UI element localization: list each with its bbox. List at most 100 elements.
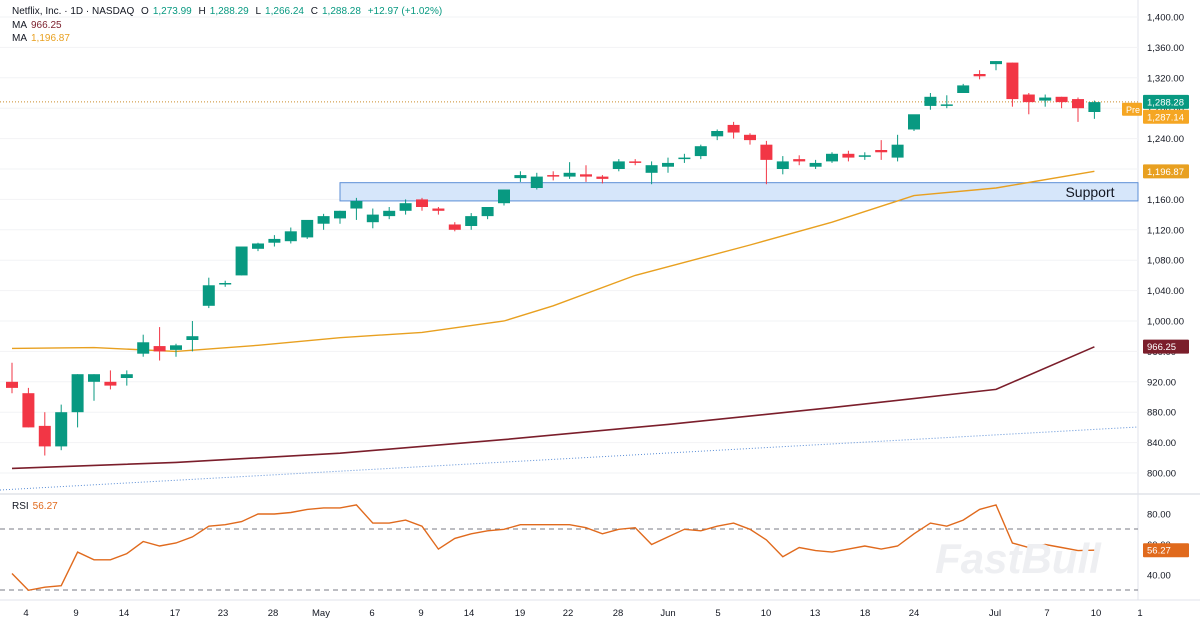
candle-body [530, 176, 543, 188]
candle-body [580, 174, 592, 177]
candle-body [465, 216, 478, 226]
candle-body [776, 161, 789, 169]
price-tick-label: 1,080.00 [1147, 256, 1184, 267]
support-label: Support [1065, 184, 1114, 200]
support-zone: Support [339, 182, 1139, 202]
time-tick-label: 18 [860, 608, 871, 619]
support-zone-rect [339, 182, 1139, 202]
price-tick-label: 1,360.00 [1147, 43, 1184, 54]
candle-body [875, 150, 888, 153]
rsi-tick-label: 80.00 [1147, 510, 1171, 521]
candle-body [284, 231, 297, 242]
time-tick-label: 10 [1091, 608, 1102, 619]
candle-body [301, 219, 314, 238]
time-tick-label: 13 [810, 608, 821, 619]
low-label: L [255, 6, 262, 17]
pre-price-badge-text: 1,287.14 [1147, 112, 1184, 123]
ma2-label: MA [12, 33, 27, 44]
candle-body [547, 175, 560, 177]
candle-body [366, 214, 379, 223]
trend-line [0, 426, 1139, 491]
candle-body [1055, 96, 1068, 103]
candle-body [416, 199, 428, 207]
time-tick-label: 24 [909, 608, 920, 619]
candle-body [727, 124, 740, 133]
candle-body [826, 153, 838, 162]
candle-body [1006, 62, 1019, 100]
time-tick-label: 7 [1044, 608, 1049, 619]
ma1-value: 966.25 [31, 20, 62, 31]
ma-slow-badge-box [1143, 339, 1189, 354]
close-value: 1,288.28 [322, 6, 361, 17]
price-tick-label: 880.00 [1147, 408, 1176, 419]
candle-body [514, 175, 527, 179]
candle-body [6, 381, 18, 388]
price-tick-label: 1,000.00 [1147, 317, 1184, 328]
time-tick-label: 19 [515, 608, 526, 619]
candle-body [711, 131, 724, 137]
ma1-legend: MA 966.25 [12, 19, 66, 32]
change-value: +12.97 (+1.02%) [367, 6, 443, 17]
time-tick-label: 5 [715, 608, 720, 619]
candle-body [137, 342, 150, 354]
candle-body [891, 144, 904, 158]
candle-body [990, 61, 1002, 65]
candle-body [219, 283, 232, 285]
time-axis: 4 9 14 17 23 28 May 6 9 14 19 22 28 Jun 5 10 13 18 24 Jul 7 1… [23, 608, 1142, 619]
candle-body [202, 285, 215, 306]
close-label: C [310, 6, 318, 17]
time-tick-label: 28 [268, 608, 279, 619]
price-tick-label: 1,240.00 [1147, 134, 1184, 145]
pre-price-badge-box [1143, 109, 1189, 124]
candle-body [662, 162, 674, 167]
axis-badges: 1,288.28 Pre 1,287.14 1,196.87 966.25 56.27 [1122, 94, 1189, 558]
time-tick-label: 17 [170, 608, 181, 619]
price-tick-label: 1,160.00 [1147, 195, 1184, 206]
time-tick-label: 9 [73, 608, 78, 619]
candle-body [104, 381, 117, 386]
price-tick-label: 840.00 [1147, 438, 1176, 449]
candle-body [448, 224, 461, 230]
candle-body [334, 210, 346, 219]
candle-body [252, 243, 264, 249]
ma-fast-badge-text: 1,196.87 [1147, 167, 1184, 178]
time-tick-label: 14 [119, 608, 130, 619]
indicator-lines [0, 101, 1139, 491]
time-tick-label: 6 [369, 608, 374, 619]
high-label: H [198, 6, 206, 17]
candle-body [694, 146, 707, 157]
time-tick-label: 10 [761, 608, 772, 619]
rsi-tick-label: 40.00 [1147, 571, 1171, 582]
candle-body [71, 374, 84, 413]
candle-body [1039, 97, 1052, 101]
candle-body [235, 246, 248, 276]
candle-body [596, 176, 609, 179]
pre-label-box [1122, 102, 1142, 116]
time-tick-label: Jul [989, 608, 1001, 619]
candle-body [498, 189, 510, 204]
candle-body [760, 144, 773, 160]
time-tick-label: 9 [418, 608, 423, 619]
ma2-value: 1,196.87 [31, 33, 70, 44]
time-tick-label: 14 [464, 608, 475, 619]
candlestick-series [6, 61, 1101, 456]
candle-body [940, 104, 953, 106]
rsi-legend: RSI 56.27 [12, 500, 62, 513]
price-tick-label: 1,400.00 [1147, 13, 1184, 24]
candle-body [678, 157, 691, 160]
ma-slow-badge-text: 966.25 [1147, 342, 1176, 353]
candle-body [317, 216, 330, 224]
candle-body [432, 208, 445, 211]
candle-body [924, 96, 937, 106]
candle-body [481, 207, 494, 217]
candle-body [1072, 99, 1084, 109]
high-value: 1,288.29 [209, 6, 249, 17]
symbol-title: Netflix, Inc. · 1D · NASDAQ [12, 6, 135, 17]
price-tick-label: 1,280.00 [1147, 104, 1184, 115]
rsi-badge-box [1143, 543, 1189, 558]
rsi-line [11, 504, 1095, 592]
watermark: FastBull [935, 535, 1102, 582]
candle-body [268, 238, 281, 243]
